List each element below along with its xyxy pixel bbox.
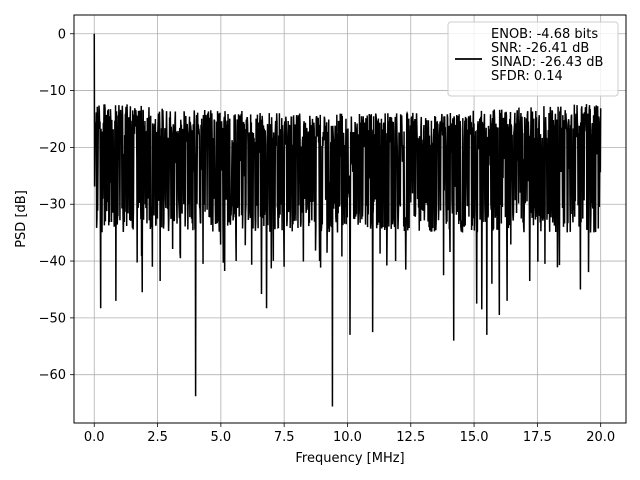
psd-line-series xyxy=(93,33,602,407)
y-axis-label: PSD [dB] xyxy=(14,190,29,248)
plot-frame xyxy=(73,14,627,424)
y-tick-label: −30 xyxy=(39,198,66,213)
x-tick-label: 7.5 xyxy=(274,430,295,445)
legend-entry: ENOB: -4.68 bits xyxy=(491,27,598,42)
y-tick-label: −50 xyxy=(39,311,66,326)
x-tick-label: 0.0 xyxy=(84,430,105,445)
y-tick-label: −20 xyxy=(39,141,66,156)
y-tick-label: −40 xyxy=(39,255,66,270)
x-tick-label: 20.0 xyxy=(586,430,615,445)
x-axis-ticks: 0.0 2.5 5.0 7.5 10.0 12.5 15.0 17.5 20.0 xyxy=(84,423,615,445)
x-tick-label: 17.5 xyxy=(523,430,552,445)
x-tick-label: 12.5 xyxy=(396,430,425,445)
legend-entry: SFDR: 0.14 xyxy=(491,69,563,84)
y-tick-label: −60 xyxy=(39,368,66,383)
legend-box xyxy=(447,21,619,97)
y-axis-ticks: 0 −10 −20 −30 −40 −50 −60 xyxy=(39,27,74,383)
legend-entry: SINAD: -26.43 dB xyxy=(491,55,603,70)
y-tick-label: −10 xyxy=(39,84,66,99)
y-tick-label: 0 xyxy=(58,27,66,42)
legend-entry: SNR: -26.41 dB xyxy=(491,41,589,56)
x-tick-label: 5.0 xyxy=(211,430,232,445)
x-tick-label: 2.5 xyxy=(147,430,168,445)
x-tick-label: 15.0 xyxy=(460,430,489,445)
psd-line xyxy=(93,33,602,407)
x-tick-label: 10.0 xyxy=(333,430,362,445)
x-axis-label: Frequency [MHz] xyxy=(295,451,404,466)
